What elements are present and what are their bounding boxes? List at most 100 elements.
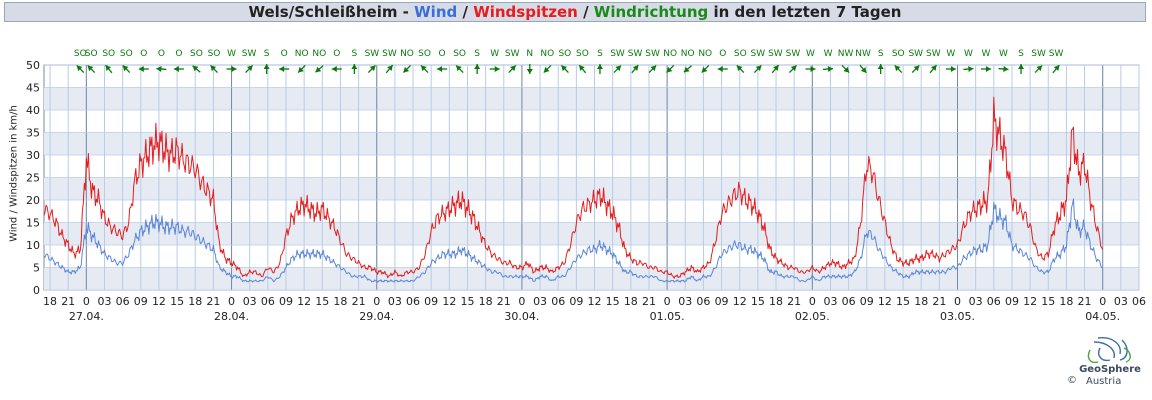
direction-label: SW [382, 49, 397, 59]
arrow-head [231, 66, 237, 72]
arrow-head [755, 65, 762, 72]
arrow-head [596, 64, 603, 69]
x-tick-label: 21 [642, 295, 656, 308]
direction-label: NO [698, 49, 712, 59]
arrow-head [263, 64, 270, 69]
direction-label: SW [768, 49, 783, 59]
x-tick-label: 03 [388, 295, 402, 308]
direction-arrow [929, 64, 938, 74]
y-band [44, 87, 1139, 110]
x-tick-label: 0 [83, 295, 90, 308]
arrow-head [810, 66, 816, 72]
arrow-head [494, 66, 500, 72]
y-axis-label: Wind / Windspitzen in km/h [8, 105, 20, 242]
arrow-head [298, 66, 304, 73]
date-label: 29.04. [359, 310, 394, 323]
arrow-head [968, 66, 974, 72]
x-tick-label: 18 [914, 295, 928, 308]
direction-arrow [455, 65, 464, 73]
direction-label: NW [838, 49, 854, 59]
x-tick-label: 09 [569, 295, 583, 308]
direction-arrow [859, 64, 867, 74]
x-tick-label: 12 [152, 295, 166, 308]
direction-label: O [140, 49, 147, 59]
direction-label: O [719, 49, 726, 59]
direction-arrow [894, 65, 903, 73]
arrow-head [105, 65, 112, 71]
x-tick-label: 06 [406, 295, 420, 308]
direction-arrow [474, 64, 481, 74]
direction-label: O [158, 49, 165, 59]
arrow-head [543, 66, 550, 73]
title-sep-2: / [577, 3, 594, 21]
arrow-head [579, 65, 585, 71]
x-tick-label: 12 [1023, 295, 1037, 308]
arrow-head [192, 65, 199, 72]
direction-label: NO [312, 49, 326, 59]
y-tick-label: 10 [26, 239, 40, 252]
direction-arrow [788, 65, 797, 73]
arrow-head [246, 65, 253, 72]
x-tick-label: 03 [97, 295, 111, 308]
arrow-head [1036, 65, 1043, 72]
arrow-head [561, 65, 568, 72]
direction-label: NO [663, 49, 677, 59]
arrow-head [827, 66, 834, 72]
arrow-head [173, 66, 179, 72]
direction-arrow [613, 65, 622, 73]
direction-label: SW [610, 49, 625, 59]
y-tick-label: 45 [26, 82, 40, 95]
date-label: 04.05. [1085, 310, 1120, 323]
title-direction: Windrichtung [593, 3, 709, 21]
direction-label: N [526, 49, 533, 59]
arrow-head [1053, 65, 1060, 71]
x-tick-label: 18 [1059, 295, 1073, 308]
date-label: 27.04. [69, 310, 104, 323]
x-tick-label: 06 [1132, 295, 1146, 308]
x-tick-label: 09 [424, 295, 438, 308]
direction-label: SO [102, 49, 115, 59]
date-label: 28.04. [214, 310, 249, 323]
x-tick-label: 0 [954, 295, 961, 308]
direction-arrow [998, 66, 1009, 72]
direction-label: SO [892, 49, 905, 59]
x-tick-label: 0 [809, 295, 816, 308]
direction-arrow [753, 65, 762, 73]
direction-label: SW [786, 49, 801, 59]
arrow-head [773, 65, 779, 71]
arrow-head [650, 65, 657, 72]
direction-arrow [385, 64, 394, 74]
x-tick-label: 15 [315, 295, 329, 308]
direction-label: S [878, 49, 884, 59]
arrow-head [331, 66, 337, 72]
arrow-head [615, 65, 622, 72]
arrow-head [351, 64, 358, 69]
arrow-head [210, 65, 217, 72]
direction-label: SW [1031, 49, 1046, 59]
direction-label: SW [926, 49, 941, 59]
arrow-head [526, 69, 533, 74]
x-tick-label: 0 [1099, 295, 1106, 308]
direction-arrow [877, 64, 884, 74]
arrow-head [420, 65, 427, 72]
direction-arrow [420, 65, 429, 73]
direction-label: W [964, 49, 973, 59]
direction-label: SW [242, 49, 257, 59]
chart-title: Wels/Schleißheim - Wind / Windspitzen / … [4, 2, 1146, 22]
y-tick-label: 0 [33, 284, 40, 297]
x-tick-label: 18 [624, 295, 638, 308]
arrow-head [666, 66, 673, 73]
x-tick-label: 03 [969, 295, 983, 308]
x-tick-label: 15 [751, 295, 765, 308]
direction-arrow [1034, 65, 1043, 73]
arrow-head [1018, 64, 1025, 69]
direction-arrow [331, 66, 342, 72]
direction-arrow [963, 66, 974, 72]
x-tick-label: 06 [842, 295, 856, 308]
arrow-head [315, 66, 322, 73]
x-tick-label: 06 [551, 295, 565, 308]
title-gust: Windspitzen [473, 3, 578, 21]
direction-label: O [439, 49, 446, 59]
x-tick-label: 18 [188, 295, 202, 308]
direction-label: SW [505, 49, 520, 59]
